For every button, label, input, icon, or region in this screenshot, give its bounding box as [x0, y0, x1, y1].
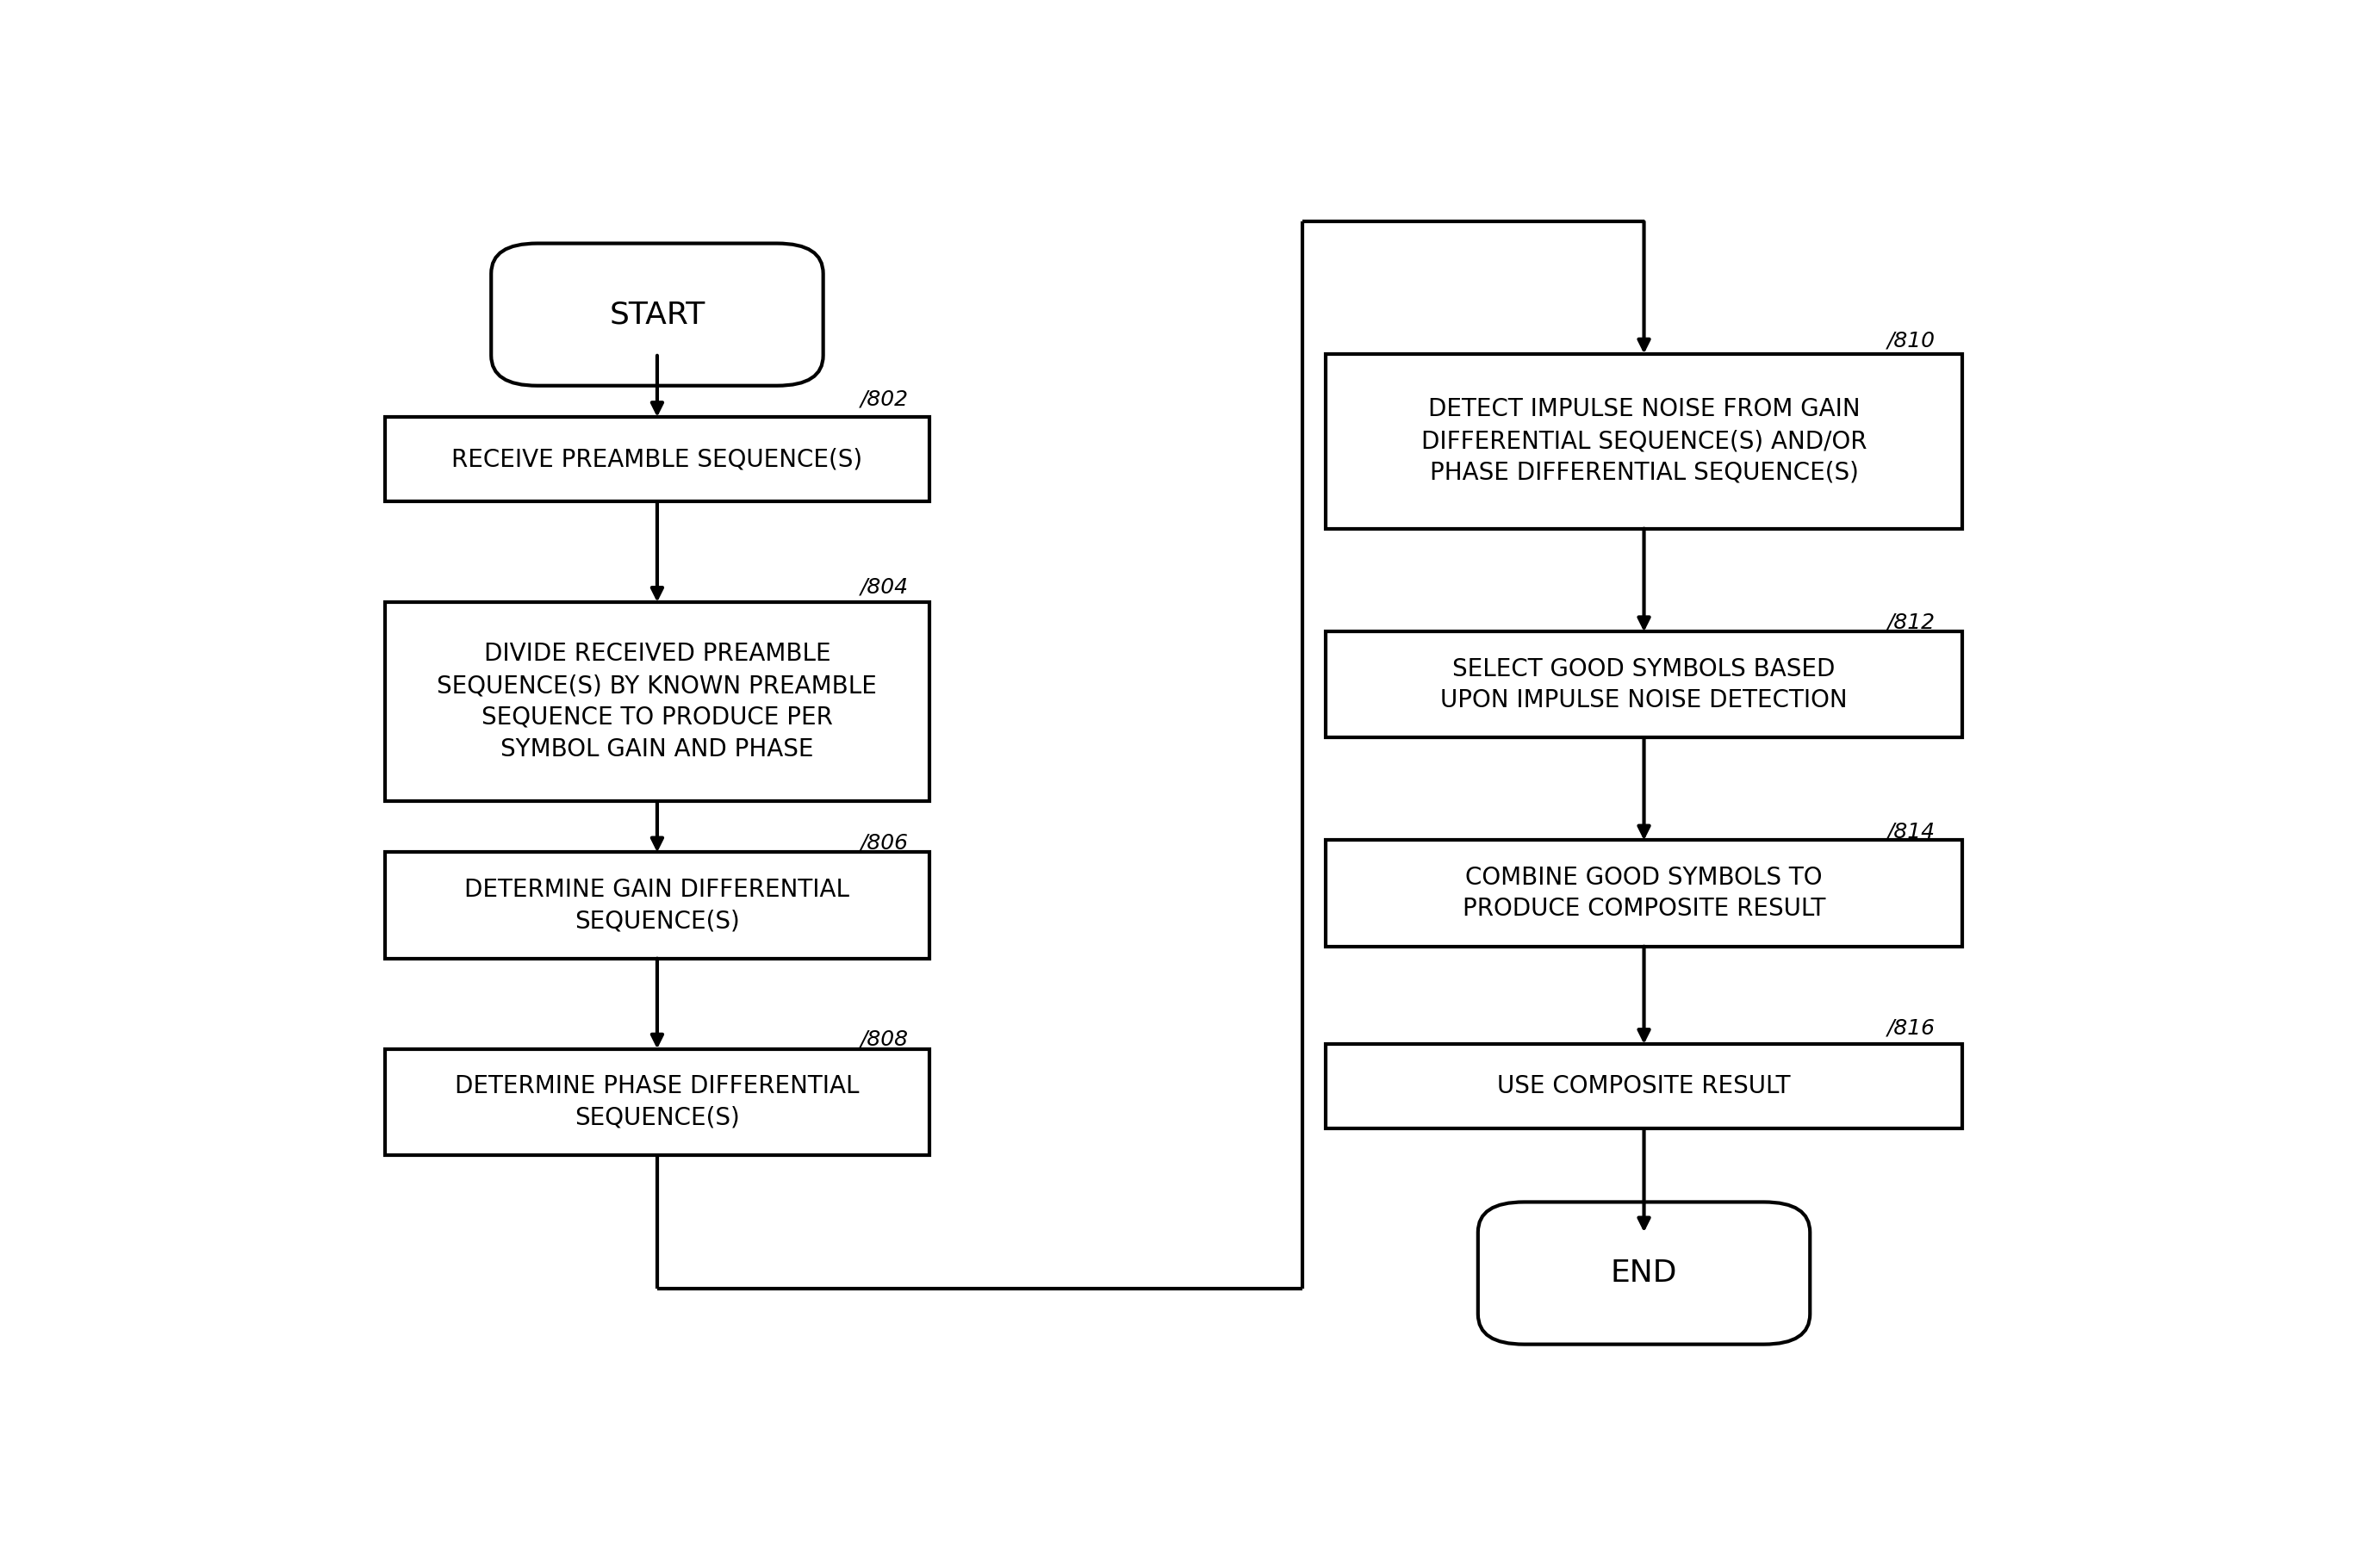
Text: USE COMPOSITE RESULT: USE COMPOSITE RESULT	[1497, 1074, 1790, 1098]
FancyBboxPatch shape	[386, 601, 928, 802]
FancyBboxPatch shape	[490, 243, 823, 385]
Text: DETERMINE PHASE DIFFERENTIAL
SEQUENCE(S): DETERMINE PHASE DIFFERENTIAL SEQUENCE(S)	[455, 1074, 859, 1129]
Text: COMBINE GOOD SYMBOLS TO
PRODUCE COMPOSITE RESULT: COMBINE GOOD SYMBOLS TO PRODUCE COMPOSIT…	[1461, 866, 1825, 921]
FancyBboxPatch shape	[386, 417, 928, 501]
Text: END: END	[1611, 1259, 1678, 1287]
Text: /816: /816	[1887, 1018, 1935, 1038]
Text: /810: /810	[1887, 330, 1935, 351]
Text: DETECT IMPULSE NOISE FROM GAIN
DIFFERENTIAL SEQUENCE(S) AND/OR
PHASE DIFFERENTIA: DETECT IMPULSE NOISE FROM GAIN DIFFERENT…	[1421, 398, 1866, 485]
Text: DETERMINE GAIN DIFFERENTIAL
SEQUENCE(S): DETERMINE GAIN DIFFERENTIAL SEQUENCE(S)	[464, 877, 850, 933]
Text: RECEIVE PREAMBLE SEQUENCE(S): RECEIVE PREAMBLE SEQUENCE(S)	[452, 448, 862, 471]
FancyBboxPatch shape	[1326, 1045, 1961, 1129]
FancyBboxPatch shape	[386, 852, 928, 958]
Text: START: START	[609, 299, 704, 329]
Text: /808: /808	[859, 1029, 909, 1049]
FancyBboxPatch shape	[1326, 841, 1961, 946]
FancyBboxPatch shape	[1326, 354, 1961, 529]
Text: /812: /812	[1887, 612, 1935, 633]
Text: /804: /804	[859, 576, 909, 597]
FancyBboxPatch shape	[386, 1049, 928, 1156]
Text: /806: /806	[859, 833, 909, 853]
Text: /802: /802	[859, 388, 909, 409]
Text: /814: /814	[1887, 822, 1935, 843]
Text: DIVIDE RECEIVED PREAMBLE
SEQUENCE(S) BY KNOWN PREAMBLE
SEQUENCE TO PRODUCE PER
S: DIVIDE RECEIVED PREAMBLE SEQUENCE(S) BY …	[438, 642, 878, 761]
Text: SELECT GOOD SYMBOLS BASED
UPON IMPULSE NOISE DETECTION: SELECT GOOD SYMBOLS BASED UPON IMPULSE N…	[1440, 656, 1847, 713]
FancyBboxPatch shape	[1326, 631, 1961, 738]
FancyBboxPatch shape	[1478, 1203, 1811, 1344]
